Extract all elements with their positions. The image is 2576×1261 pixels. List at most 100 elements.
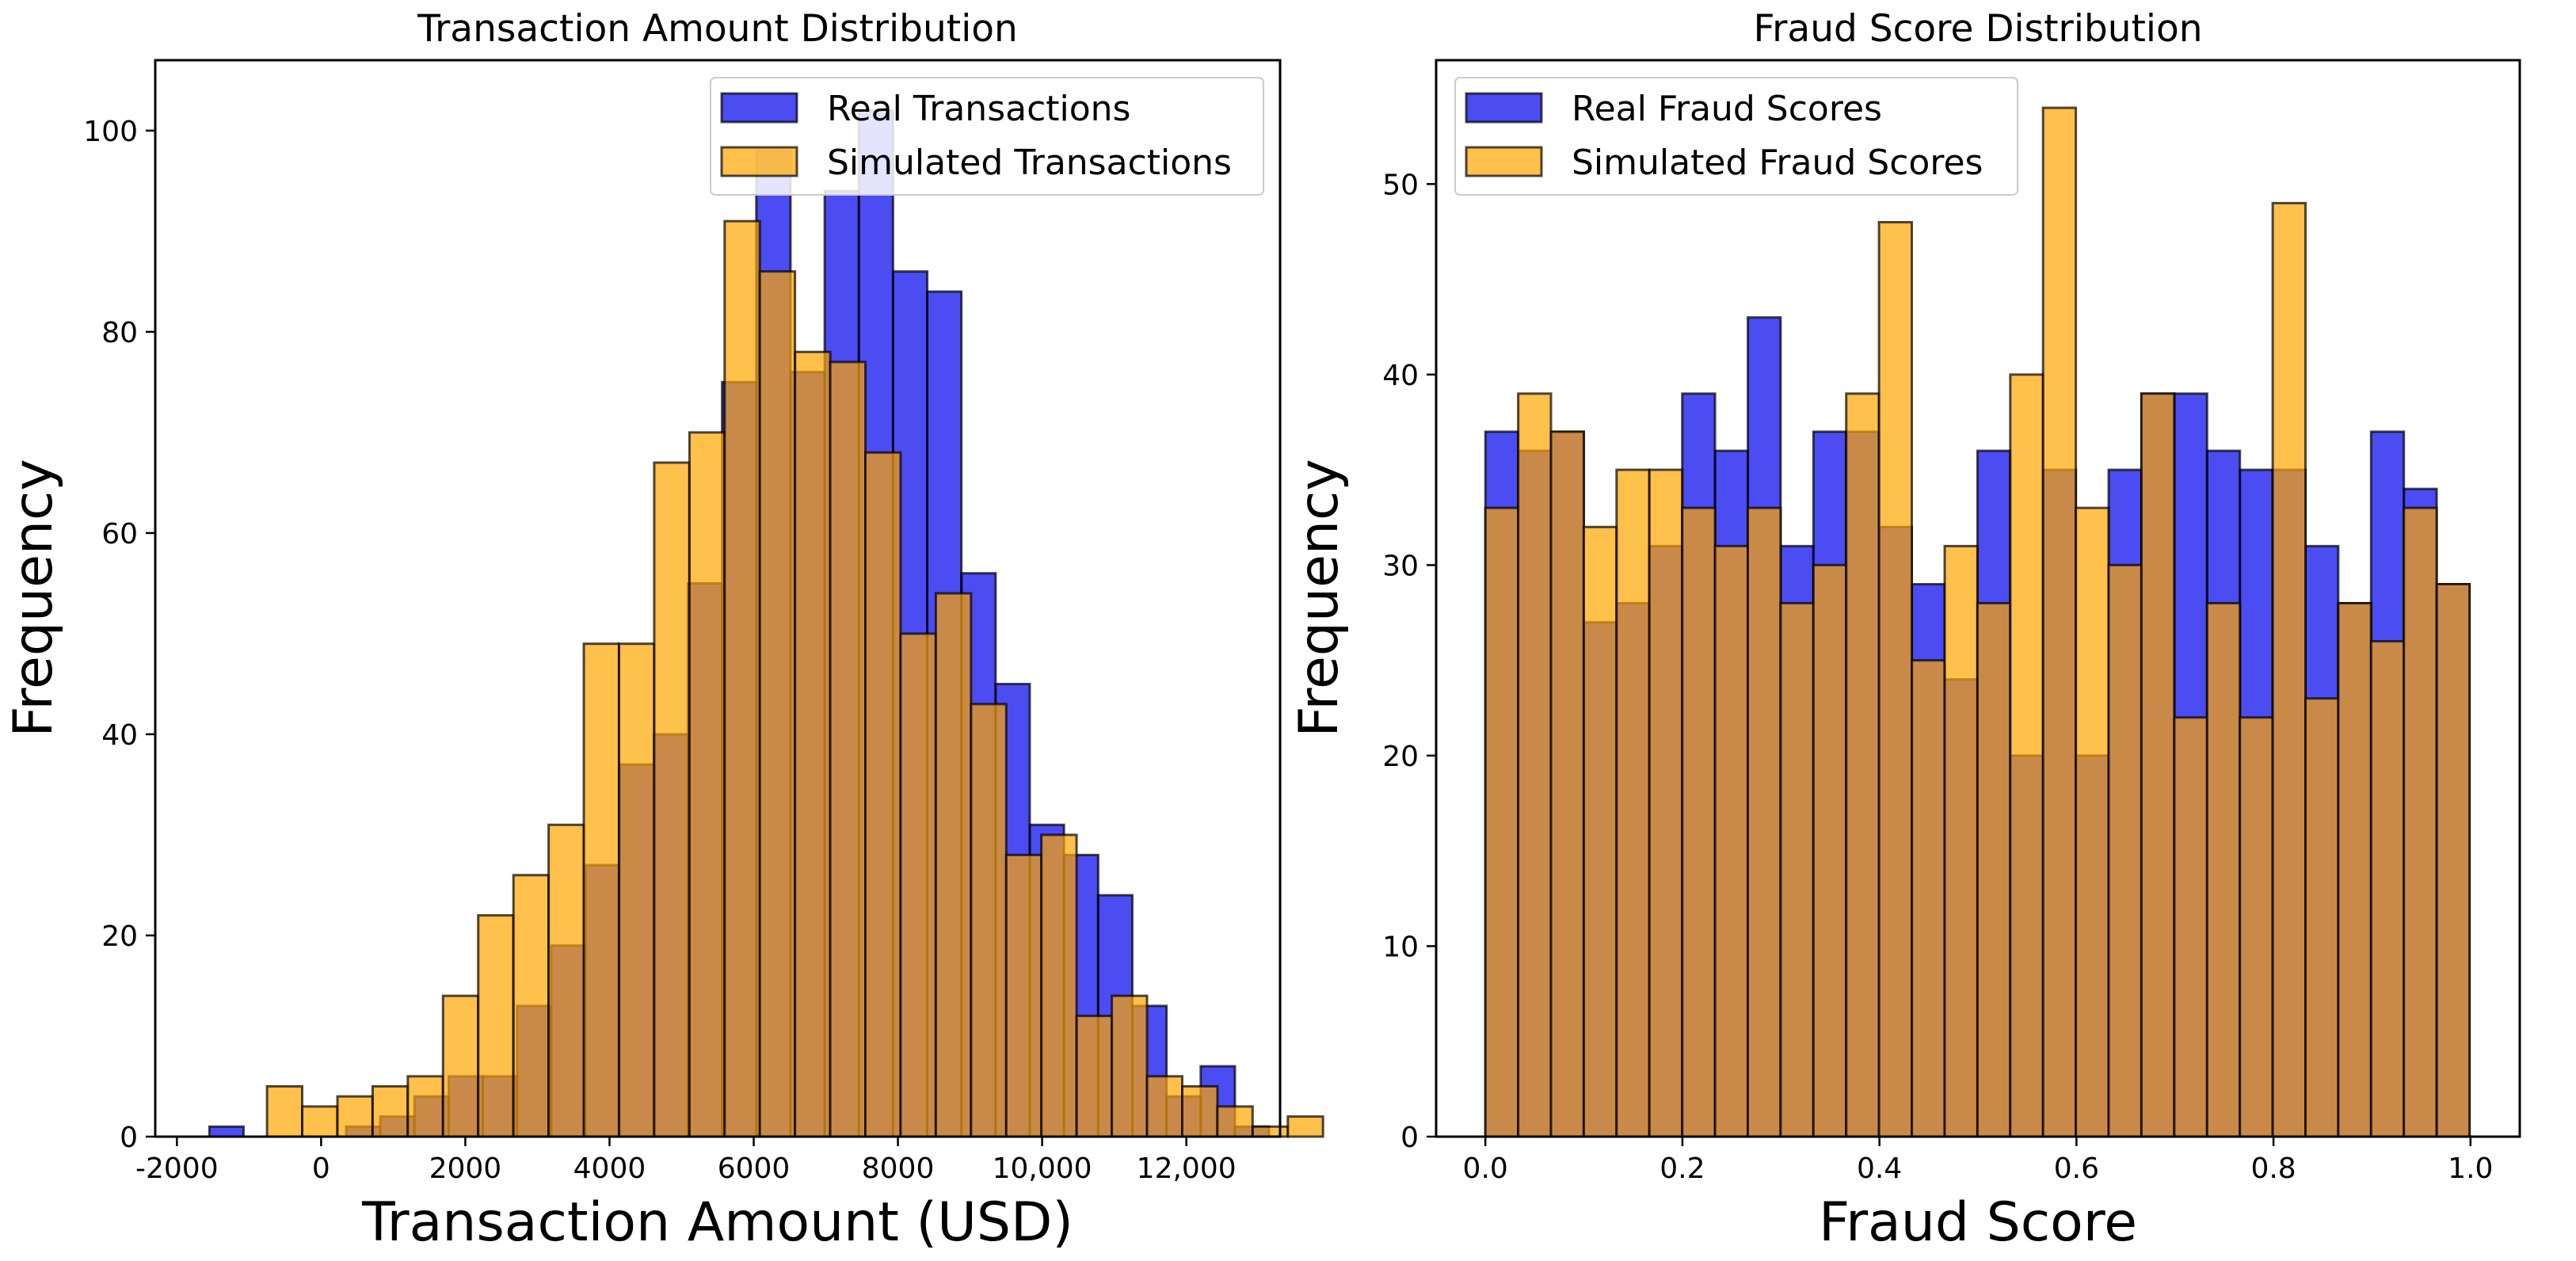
y-tick-label: 20 <box>1382 741 1419 773</box>
histogram-bar <box>618 642 656 1138</box>
histogram-bar <box>406 1075 444 1138</box>
legend-swatch-simulated-transactions <box>720 146 798 177</box>
x-tick-label: 10,000 <box>993 1152 1092 1185</box>
histogram-bar <box>2041 106 2078 1138</box>
histogram-bar <box>899 632 937 1138</box>
legend-label-real-fraud-scores: Real Fraud Scores <box>1572 89 1882 129</box>
histogram-bar <box>794 350 832 1138</box>
legend: Real Fraud Scores Simulated Fraud Scores <box>1454 77 2018 196</box>
histogram-bar <box>2075 506 2110 1138</box>
histogram-bar <box>2369 640 2406 1138</box>
plot-area-frame <box>1435 59 2521 1138</box>
x-tick-label: 2000 <box>429 1152 502 1185</box>
y-axis-label: Frequency <box>1288 459 1351 737</box>
y-axis-label: Frequency <box>2 459 65 737</box>
y-tick-label: 100 <box>83 116 138 148</box>
legend-label-simulated-transactions: Simulated Transactions <box>827 143 1232 183</box>
y-tick-label: 30 <box>1382 550 1419 582</box>
x-tick-label: 6000 <box>718 1152 791 1185</box>
histogram-bar <box>2009 373 2044 1138</box>
histogram-bar <box>2173 716 2208 1138</box>
x-tick-label: 12,000 <box>1137 1152 1237 1185</box>
histogram-bar <box>371 1085 410 1138</box>
y-tick-label: 0 <box>120 1122 138 1154</box>
histogram-bar <box>1713 544 1750 1138</box>
histogram-bar <box>723 219 761 1138</box>
histogram-bar <box>547 823 585 1138</box>
histogram-bar <box>1747 506 1782 1138</box>
y-tick-label: 20 <box>101 920 138 953</box>
histogram-bar <box>2337 602 2372 1138</box>
histogram-bar <box>265 1085 304 1138</box>
histogram-bar <box>1145 1075 1183 1138</box>
histogram-bar <box>1251 1125 1290 1138</box>
histogram-bar <box>1976 602 2012 1138</box>
chart-title: Fraud Score Distribution <box>1753 7 2202 51</box>
y-tick-label: 10 <box>1382 931 1419 963</box>
legend-label-real-transactions: Real Transactions <box>827 89 1130 129</box>
histogram-bar <box>1812 563 1848 1138</box>
plot-area-frame <box>154 59 1282 1138</box>
y-tick-label: 40 <box>101 719 138 752</box>
legend-box <box>1454 77 2018 196</box>
histogram-bar <box>864 451 902 1138</box>
histogram-bar <box>970 703 1008 1138</box>
series-simulated-fraud-scores <box>1484 106 2471 1138</box>
histogram-bar <box>336 1095 374 1138</box>
chart-title: Transaction Amount Distribution <box>417 7 1018 51</box>
x-axis-label: Fraud Score <box>1819 1191 2137 1254</box>
histogram-bar <box>441 994 480 1138</box>
histogram-bar <box>1004 853 1043 1138</box>
y-tick-label: 80 <box>101 317 138 349</box>
transaction-amount-chart: -2000 0 2000 4000 6000 8000 10,000 12,000020406… <box>2 7 1510 1254</box>
histogram-bar <box>1111 994 1149 1138</box>
histogram-bar <box>1582 525 1618 1138</box>
histogram-bar <box>758 270 797 1138</box>
histogram-bar <box>2403 506 2438 1138</box>
legend-swatch-real-transactions <box>720 92 798 124</box>
y-tick-label: 40 <box>1382 360 1419 392</box>
histogram-bar <box>653 461 691 1138</box>
histogram-bar <box>1040 833 1078 1138</box>
legend-box <box>710 77 1264 196</box>
y-tick-label: 50 <box>1382 169 1419 201</box>
x-tick-label: 0.0 <box>1463 1152 1508 1185</box>
histogram-bar <box>1075 1015 1114 1138</box>
y-tick-label: 0 <box>1400 1122 1419 1154</box>
histogram-bar <box>1911 659 1946 1138</box>
histogram-bar <box>512 874 551 1138</box>
x-tick-label: 4000 <box>574 1152 646 1185</box>
histogram-bar <box>1181 1085 1219 1138</box>
histogram-bar <box>1615 468 1651 1138</box>
histogram-bar <box>829 360 867 1138</box>
histogram-bar <box>1779 602 1815 1138</box>
histogram-bar <box>1216 1105 1254 1138</box>
x-tick-label: 8000 <box>862 1152 935 1185</box>
x-axis-label: Transaction Amount (USD) <box>361 1191 1073 1254</box>
fraud-score-chart: 0.0 0.2 0.4 0.6 0.8 1.0 0 10 20 30 40 50 Fraud Scor… <box>1288 7 2521 1254</box>
histogram-bar <box>477 914 515 1138</box>
histogram-bar <box>1286 1115 1324 1138</box>
histogram-bar <box>688 431 726 1138</box>
x-tick-label: 0.2 <box>1660 1152 1705 1185</box>
histogram-bar <box>934 592 973 1138</box>
histogram-bar <box>2304 697 2340 1138</box>
histogram-bar <box>301 1105 339 1138</box>
x-tick-label: 1.0 <box>2448 1152 2493 1185</box>
histogram-bar <box>1943 544 1979 1138</box>
histogram-bar <box>1877 221 1914 1138</box>
histogram-bar <box>2435 583 2471 1138</box>
x-tick-label: -2000 <box>135 1152 219 1185</box>
histogram-bar <box>1484 506 1520 1138</box>
histogram-bar <box>2271 201 2307 1138</box>
x-tick-label: 0.6 <box>2054 1152 2099 1185</box>
histogram-bar <box>2239 716 2274 1138</box>
x-tick-label: 0.4 <box>1857 1152 1902 1185</box>
histogram-bar <box>582 642 620 1138</box>
legend-label-simulated-fraud-scores: Simulated Fraud Scores <box>1572 143 1983 183</box>
histogram-bar <box>1845 392 1881 1138</box>
legend-swatch-simulated-fraud-scores <box>1465 146 1543 177</box>
y-tick-label: 60 <box>101 518 138 550</box>
histogram-bar <box>208 1125 245 1138</box>
